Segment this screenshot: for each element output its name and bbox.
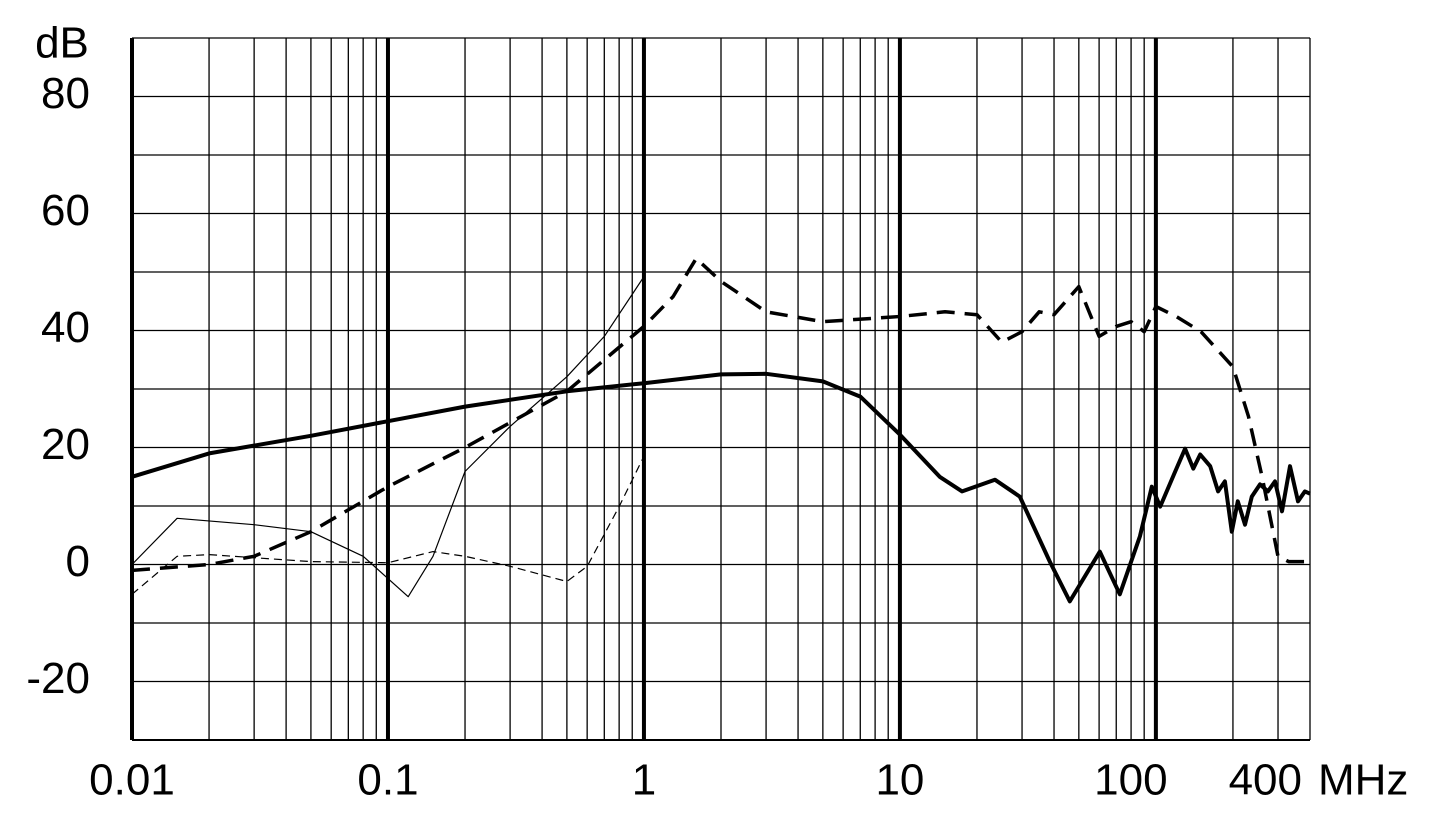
x-tick-label: 10 [875,756,924,805]
y-tick-label: 40 [41,303,90,352]
y-unit-label: dB [35,19,89,68]
x-unit-label: MHz [1318,756,1408,805]
y-tick-label: 0 [66,537,90,586]
x-tick-label: 400 [1229,756,1302,805]
series-line [131,276,645,598]
series-line [131,256,1310,573]
x-tick-label: 0.1 [357,756,418,805]
y-tick-label: 60 [41,186,90,235]
y-tick-label: -20 [26,654,90,703]
x-tick-label: 1 [632,756,656,805]
series-line [131,371,1311,604]
series-line [131,456,645,595]
x-tick-label: 0.01 [89,756,175,805]
y-tick-label: 80 [41,69,90,118]
y-tick-label: 20 [41,420,90,469]
x-tick-label: 100 [1094,756,1167,805]
